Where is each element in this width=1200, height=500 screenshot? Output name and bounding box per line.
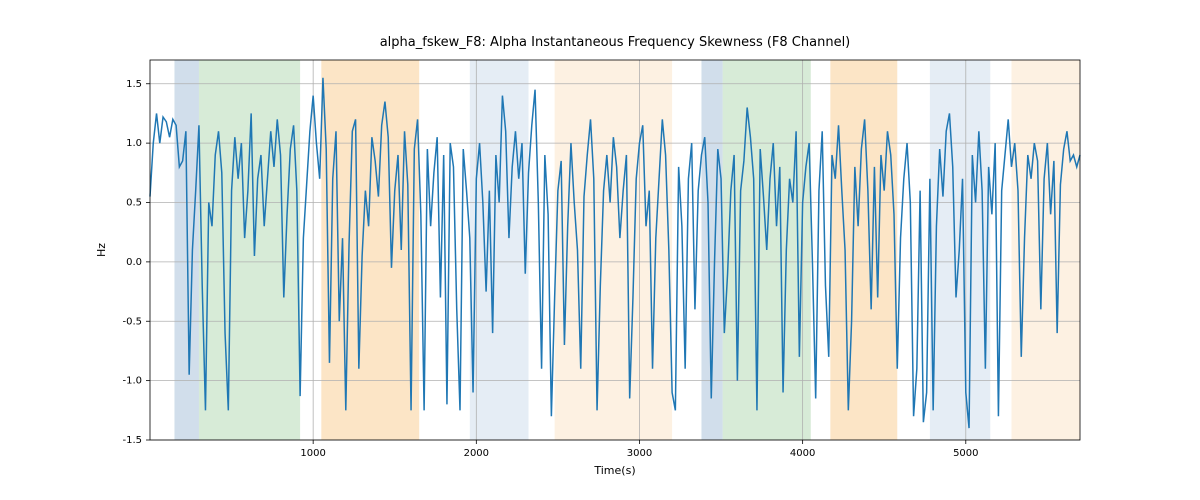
- x-tick-label: 4000: [790, 448, 815, 459]
- y-axis-label: Hz: [95, 243, 108, 257]
- region-band: [1011, 60, 1080, 440]
- y-tick-label: 1.0: [126, 138, 142, 149]
- chart-container: 1000 2000 3000 4000 5000 -1.5 -1.0 -0.5 0.0 0.5 1.…: [0, 0, 1200, 500]
- y-tick-label: 0.0: [126, 257, 142, 268]
- region-band: [930, 60, 990, 440]
- x-tick-label: 2000: [464, 448, 489, 459]
- region-band: [555, 60, 672, 440]
- region-band: [174, 60, 198, 440]
- region-band: [470, 60, 529, 440]
- y-tick-label: -1.5: [122, 435, 142, 446]
- region-band: [830, 60, 897, 440]
- x-tick-label: 1000: [300, 448, 325, 459]
- y-tick-label: -1.0: [122, 376, 142, 387]
- x-tick-label: 5000: [953, 448, 978, 459]
- y-tick-label: -0.5: [122, 316, 142, 327]
- x-tick-label: 3000: [627, 448, 652, 459]
- region-band: [321, 60, 419, 440]
- x-axis-label: Time(s): [593, 464, 635, 477]
- y-tick-label: 0.5: [126, 198, 142, 209]
- y-tick-label: 1.5: [126, 79, 142, 90]
- chart-title: alpha_fskew_F8: Alpha Instantaneous Freq…: [380, 35, 851, 50]
- line-chart: 1000 2000 3000 4000 5000 -1.5 -1.0 -0.5 0.0 0.5 1.…: [0, 0, 1200, 500]
